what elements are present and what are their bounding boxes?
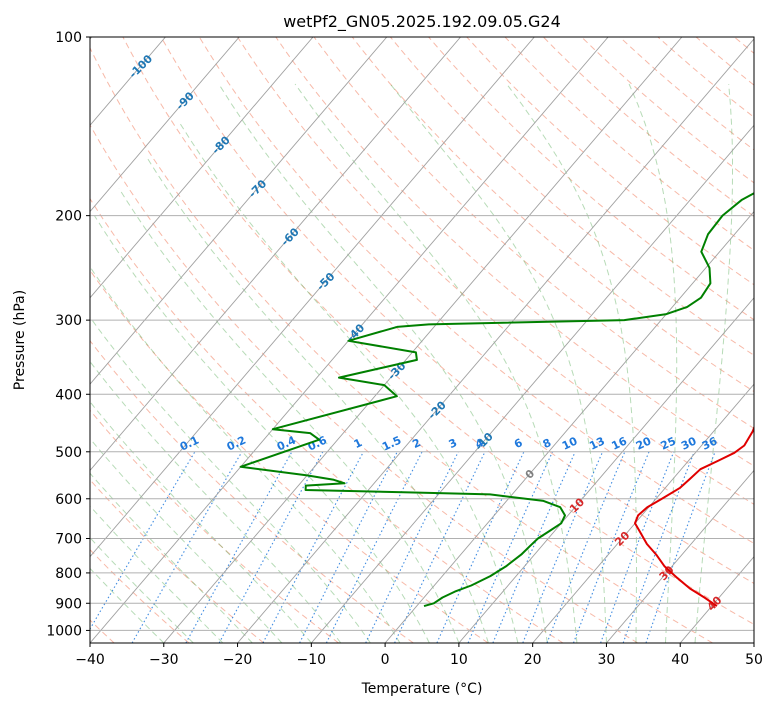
mixing-ratio-label: 25 — [659, 434, 678, 452]
isotherm-line — [532, 383, 754, 643]
mixing-ratio-label: 13 — [587, 434, 606, 452]
dry-adiabat-line — [90, 339, 414, 643]
moist-adiabat-line — [506, 83, 637, 643]
dry-adiabat-line — [466, 37, 754, 286]
moist-adiabat-line — [90, 536, 194, 643]
moist-adiabat-line — [93, 215, 430, 643]
isotherm-line — [237, 38, 754, 643]
isotherms — [90, 37, 754, 643]
mixing-ratio-line — [365, 451, 459, 643]
isotherm-line — [90, 37, 240, 213]
y-tick-label: 300 — [55, 313, 82, 329]
isotherm-line — [90, 37, 388, 385]
temperature-profile-line — [634, 425, 754, 607]
mixing-ratio-line — [522, 451, 604, 643]
moist-adiabat-line — [90, 316, 371, 643]
moist-adiabat-line — [389, 83, 607, 643]
isotherm-line — [606, 469, 754, 643]
y-tick-label: 500 — [55, 445, 82, 461]
x-tick-label: −30 — [149, 652, 179, 668]
moist-adiabat-line — [118, 188, 460, 643]
dry-adiabat-line — [390, 37, 754, 356]
mixing-ratio-label: 20 — [634, 434, 654, 452]
pressure-gridlines — [90, 37, 754, 631]
y-axis: 100 200 300 400 500 600 700 800 900 1000 — [46, 30, 90, 639]
chart-title: wetPf2_GN05.2025.192.09.05.G24 — [283, 12, 561, 32]
x-tick-label: 40 — [671, 652, 689, 668]
y-tick-label: 700 — [55, 532, 82, 548]
isotherm-line — [458, 297, 754, 643]
dry-adiabat-line — [581, 37, 754, 184]
isotherm-line — [310, 124, 754, 643]
isotherm-line — [90, 37, 314, 299]
dry-adiabat-line — [122, 37, 754, 625]
x-tick-label: 0 — [381, 652, 390, 668]
mixing-ratio-label: 10 — [560, 434, 580, 452]
isotherm-line — [90, 37, 535, 558]
y-tick-label: 800 — [55, 566, 82, 582]
moist-adiabat-line — [294, 83, 578, 643]
mixing-ratio-line — [90, 451, 196, 631]
dry-adiabat-line — [428, 37, 754, 321]
y-tick-label: 400 — [55, 387, 82, 403]
x-axis: −40 −30 −20 −10 0 10 20 30 40 50 — [75, 643, 763, 668]
isotherm-line — [90, 37, 461, 472]
x-tick-label: −40 — [75, 652, 105, 668]
dry-adiabat-line — [90, 123, 639, 643]
x-tick-label: 20 — [524, 652, 542, 668]
moist-adiabat-line — [90, 360, 342, 643]
dry-adiabat-line — [90, 46, 713, 643]
dry-adiabat-line — [90, 479, 265, 643]
mixing-ratio-label: 16 — [610, 434, 630, 452]
x-axis-label: Temperature (°C) — [361, 681, 483, 697]
moist-adiabat-line — [90, 472, 253, 643]
mixing-ratio-line — [436, 451, 525, 643]
isotherm-line — [753, 642, 754, 643]
dry-adiabat-line — [619, 37, 754, 151]
dry-adiabat-line — [198, 37, 754, 544]
dry-adiabats — [90, 37, 754, 643]
mixing-ratio-line — [185, 451, 293, 643]
mixing-ratio-line — [218, 451, 324, 643]
x-tick-label: 30 — [598, 652, 616, 668]
moist-adiabat-line — [90, 400, 312, 643]
profile-series — [239, 192, 754, 608]
moist-adiabat-line — [90, 265, 401, 643]
moist-adiabat-line — [694, 83, 733, 643]
mixing-ratio-line — [492, 451, 576, 643]
dry-adiabat-line — [237, 37, 754, 505]
y-tick-label: 900 — [55, 596, 82, 612]
y-axis-label: Pressure (hPa) — [12, 290, 28, 390]
plot-background — [90, 37, 754, 643]
plot-frame — [89, 36, 755, 644]
moist-adiabat-line — [90, 437, 283, 643]
y-tick-label: 600 — [55, 492, 82, 508]
isotherm-line — [384, 210, 754, 643]
mixing-ratio-lines — [90, 451, 716, 643]
mixing-ratio-line — [394, 451, 486, 643]
y-tick-label: 200 — [55, 209, 82, 225]
x-tick-label: −20 — [223, 652, 253, 668]
moist-adiabat-line — [90, 505, 224, 643]
mixing-ratio-line — [467, 451, 553, 643]
y-tick-label: 100 — [55, 30, 82, 46]
x-tick-label: 50 — [745, 652, 763, 668]
isotherm-line — [163, 37, 683, 643]
x-tick-label: −10 — [297, 652, 327, 668]
mixing-ratio-line — [645, 451, 716, 643]
mixing-ratio-label: 36 — [700, 434, 720, 452]
y-tick-label: 1000 — [46, 623, 82, 639]
dewpoint-profile-line — [239, 192, 754, 608]
moist-adiabat-line — [90, 567, 165, 643]
dry-adiabat-line — [160, 37, 754, 585]
mixing-ratio-line — [131, 451, 243, 643]
x-tick-label: 10 — [450, 652, 468, 668]
moist-adiabat-line — [218, 83, 548, 643]
dry-adiabat-line — [313, 37, 754, 430]
mixing-ratio-label: 30 — [679, 434, 699, 452]
